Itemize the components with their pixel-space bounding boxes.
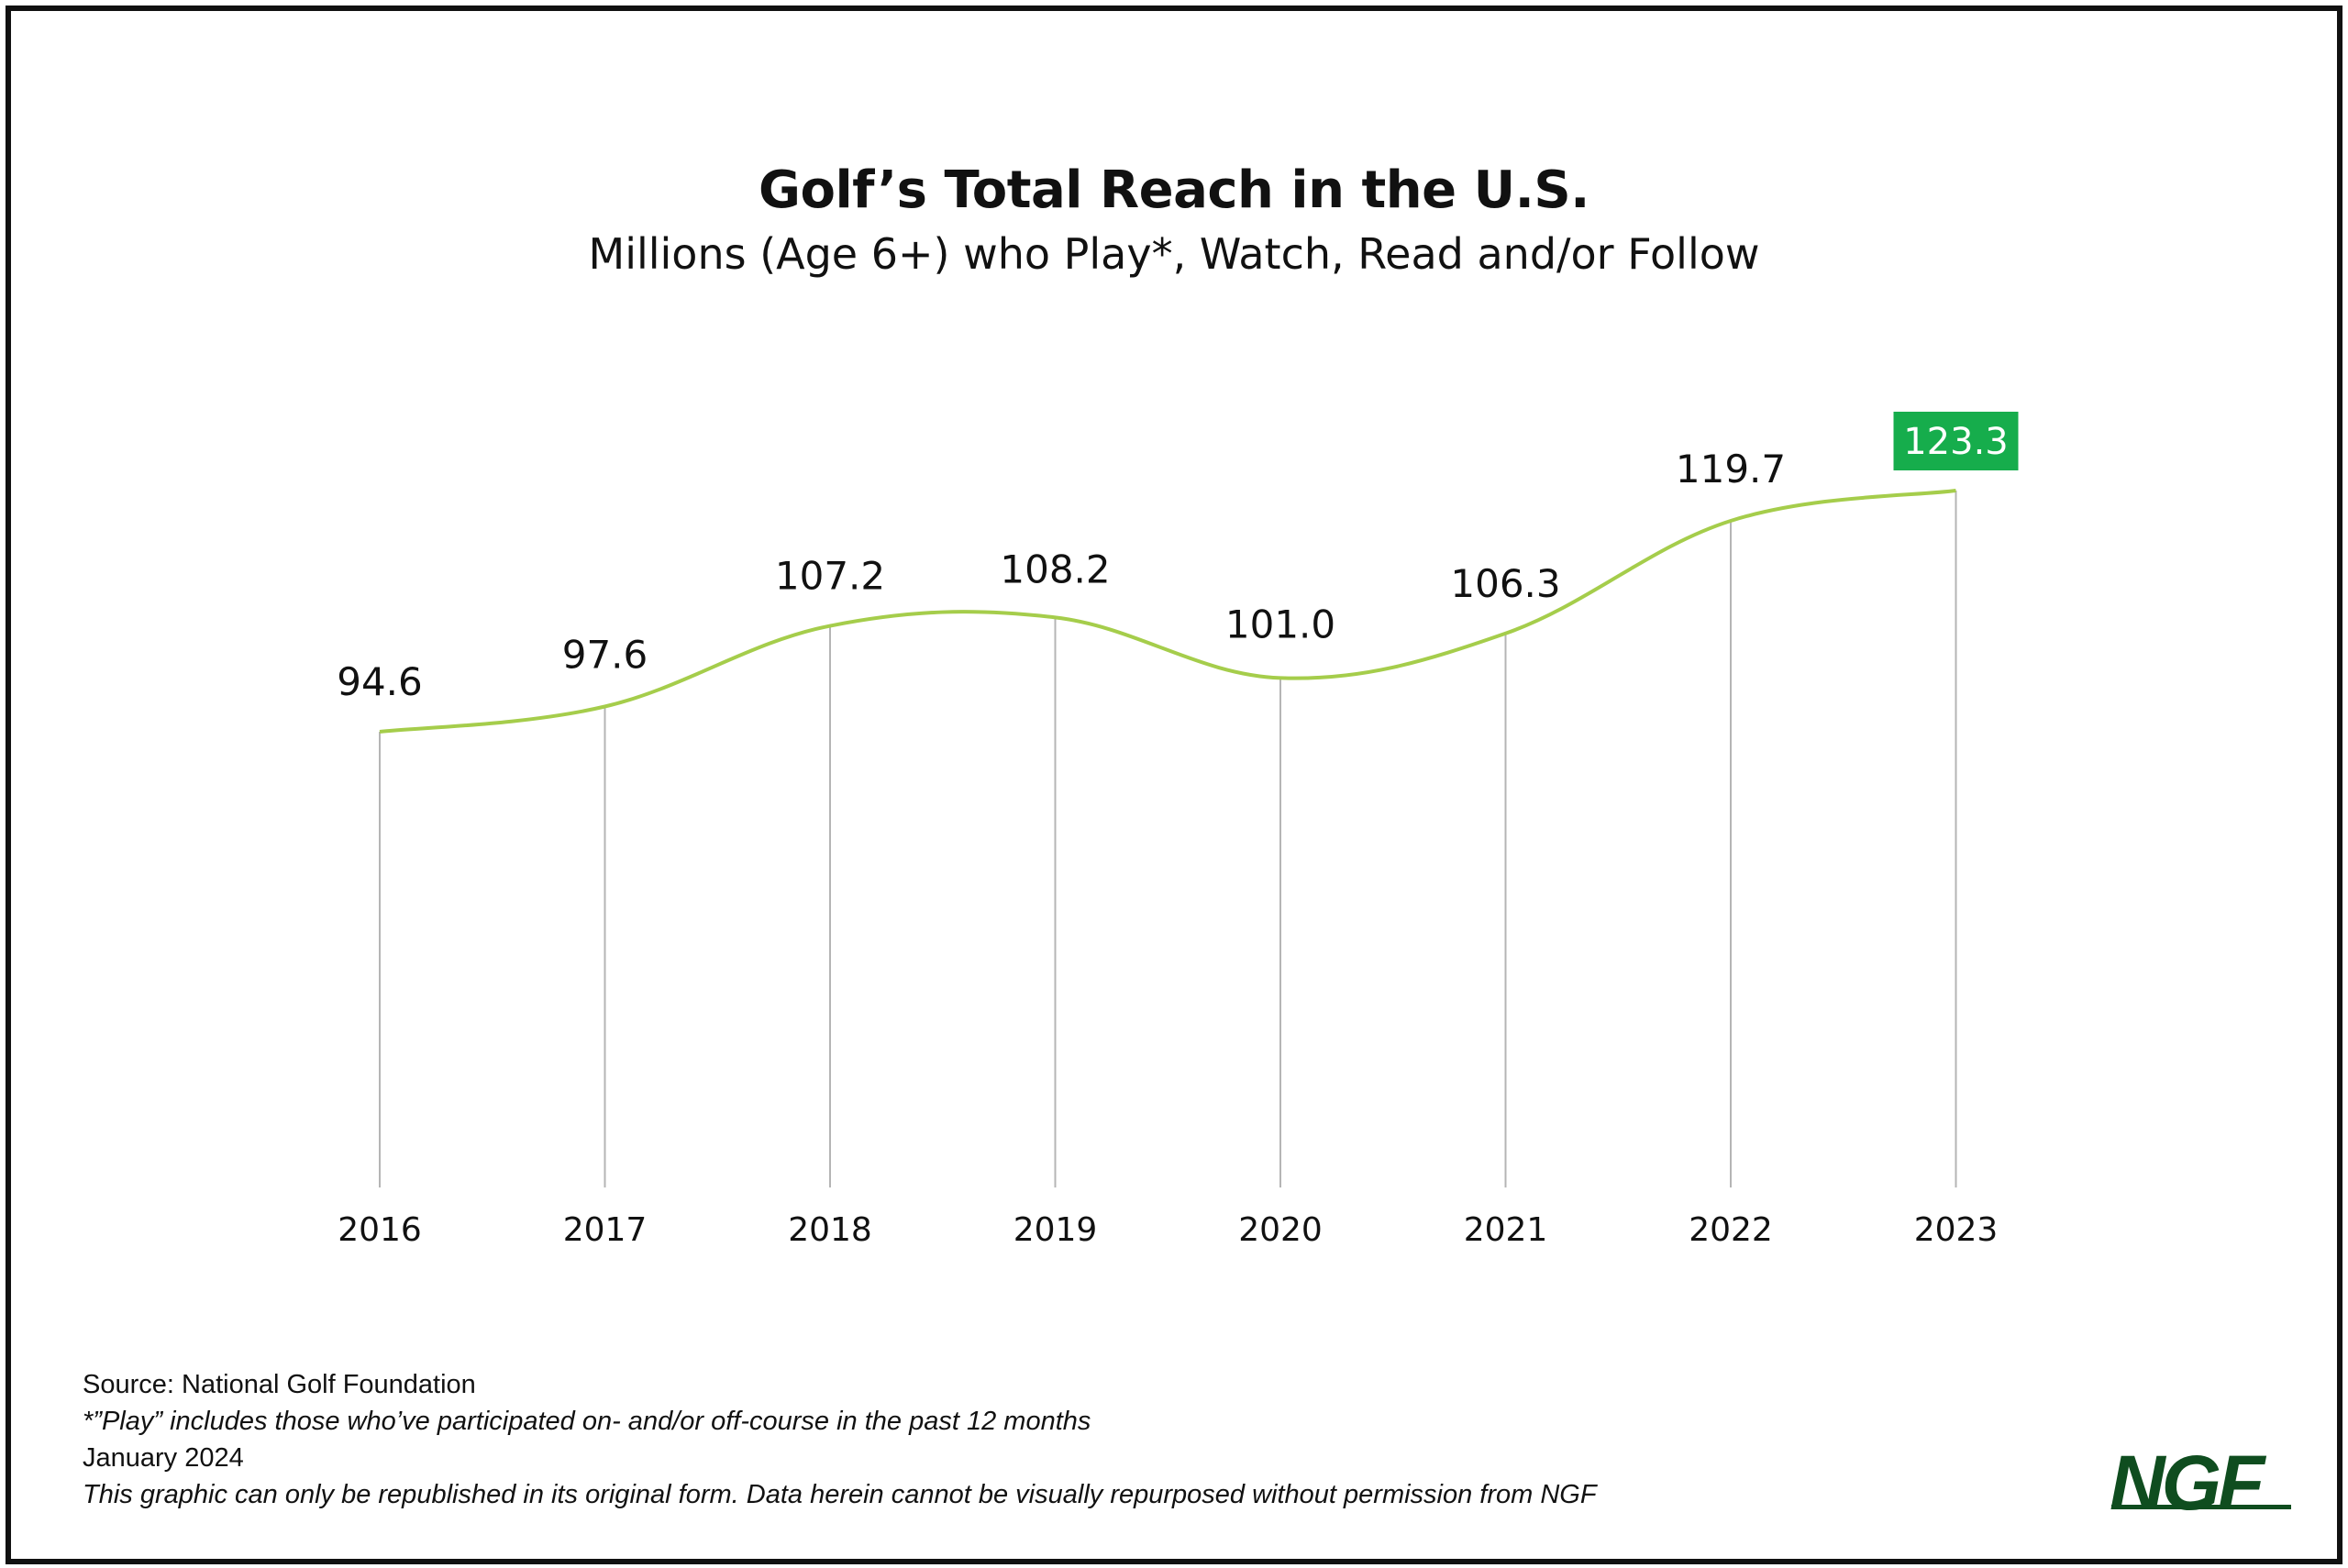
x-tick-label-2023: 2023 bbox=[1914, 1211, 1999, 1249]
x-tick-label-2019: 2019 bbox=[1013, 1211, 1098, 1249]
value-label-2018: 107.2 bbox=[775, 554, 885, 599]
value-label-2017: 97.6 bbox=[562, 633, 648, 678]
chart-subtitle: Millions (Age 6+) who Play*, Watch, Read… bbox=[588, 229, 1760, 279]
x-tick-label-2017: 2017 bbox=[563, 1211, 648, 1249]
footer: Source: National Golf Foundation *”Play”… bbox=[83, 1366, 1597, 1513]
x-tick-label-2018: 2018 bbox=[788, 1211, 872, 1249]
ngf-logo-text: NGF bbox=[2110, 1440, 2265, 1526]
disclaimer-note: This graphic can only be republished in … bbox=[83, 1480, 1597, 1509]
source-note: Source: National Golf Foundation bbox=[83, 1370, 476, 1399]
drop-lines bbox=[379, 491, 1957, 1187]
date-note: January 2024 bbox=[83, 1443, 244, 1473]
series-line bbox=[379, 489, 1956, 734]
highlight-value-badge bbox=[1893, 412, 2019, 470]
x-tick-label-2016: 2016 bbox=[338, 1211, 422, 1249]
value-label-2023: 123.3 bbox=[1903, 421, 2009, 463]
chart-frame bbox=[6, 6, 2342, 1564]
x-tick-label-2022: 2022 bbox=[1689, 1211, 1773, 1249]
play-definition-note: *”Play” includes those who’ve participat… bbox=[83, 1407, 1091, 1436]
value-label-2020: 101.0 bbox=[1225, 602, 1335, 646]
value-label-2019: 108.2 bbox=[1000, 547, 1110, 591]
x-tick-label-2020: 2020 bbox=[1238, 1211, 1323, 1249]
value-label-2022: 119.7 bbox=[1676, 447, 1786, 491]
x-tick-label-2021: 2021 bbox=[1464, 1211, 1548, 1249]
chart-title: Golf’s Total Reach in the U.S. bbox=[759, 160, 1589, 220]
ngf-logo: NGF bbox=[2110, 1440, 2293, 1526]
value-labels: 94.6 97.6 107.2 108.2 101.0 106.3 119.7 123.3 bbox=[337, 412, 2019, 704]
value-label-2021: 106.3 bbox=[1450, 561, 1560, 606]
x-tick-labels: 2016 2017 2018 2019 2020 2021 2022 2023 bbox=[338, 1211, 1998, 1249]
ngf-logo-underline bbox=[2111, 1505, 2291, 1509]
value-label-2016: 94.6 bbox=[337, 659, 423, 704]
